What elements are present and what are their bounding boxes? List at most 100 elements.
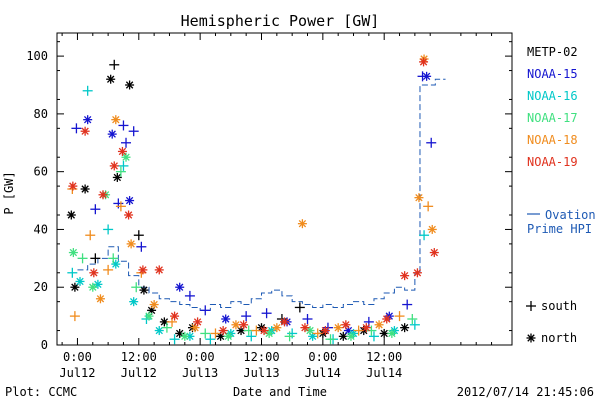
- data-point: [223, 331, 233, 341]
- data-point: [67, 267, 78, 278]
- y-tick-label: 20: [34, 280, 48, 294]
- data-point: [353, 325, 364, 336]
- star-marker-d2: [181, 332, 189, 341]
- star-marker-d2: [118, 147, 127, 156]
- legend-entry: NOAA-16: [527, 89, 578, 103]
- star-marker-d2: [76, 277, 84, 286]
- data-point: [412, 268, 422, 278]
- star-marker-d2: [224, 332, 232, 341]
- data-point: [82, 85, 93, 96]
- star-marker-d2: [155, 326, 163, 335]
- data-point: [118, 120, 129, 131]
- star-marker-d2: [112, 115, 120, 124]
- data-point: [338, 331, 348, 341]
- legend-marker-label: north: [541, 331, 577, 345]
- data-point: [210, 328, 221, 339]
- data-point: [124, 210, 134, 220]
- data-point: [75, 276, 85, 286]
- data-point: [118, 160, 129, 171]
- star-marker-d2: [375, 321, 383, 329]
- star-marker-d2: [430, 248, 438, 257]
- star-marker-d2: [415, 193, 423, 202]
- data-point: [379, 328, 389, 338]
- x-tick-date-label: Jul13: [182, 366, 218, 380]
- data-point: [115, 201, 126, 212]
- star-marker-d2: [380, 329, 388, 338]
- x-tick-time-label: 12:00: [243, 350, 279, 364]
- star-marker-d2: [400, 271, 409, 280]
- data-point: [361, 323, 371, 333]
- star-marker-d2: [339, 332, 347, 341]
- data-point: [320, 326, 330, 336]
- star-marker-d2: [265, 329, 273, 338]
- y-tick-label: 80: [34, 107, 48, 121]
- star-marker-d2: [67, 211, 76, 219]
- star-marker-d2: [347, 332, 355, 341]
- data-point: [259, 326, 269, 336]
- x-tick-date-label: Jul13: [243, 366, 279, 380]
- data-point: [115, 166, 126, 177]
- legend-marker-symbol: [526, 333, 536, 343]
- data-point: [402, 299, 413, 310]
- x-tick-date-label: Jul12: [59, 366, 95, 380]
- star-marker-d2: [108, 130, 116, 138]
- data-point: [161, 322, 172, 333]
- star-marker-d2: [428, 225, 436, 234]
- star-marker-d2: [219, 326, 227, 335]
- data-point: [175, 282, 185, 292]
- data-point: [221, 314, 231, 324]
- data-point: [77, 253, 88, 264]
- star-marker-d2: [527, 334, 535, 342]
- data-point: [423, 201, 434, 212]
- data-point: [154, 326, 164, 336]
- star-marker-d2: [124, 211, 133, 219]
- data-point: [294, 302, 305, 313]
- data-point: [144, 311, 154, 321]
- data-point: [90, 204, 101, 215]
- star-marker-d2: [193, 318, 202, 326]
- data-point: [83, 115, 93, 125]
- data-point: [103, 224, 114, 235]
- data-point: [394, 311, 405, 322]
- star-marker-d2: [383, 315, 391, 323]
- star-marker-d2: [127, 240, 135, 248]
- y-tick-label: 40: [34, 222, 48, 236]
- data-point: [149, 300, 159, 310]
- legend-entry: NOAA-15: [527, 67, 578, 81]
- legend: METP-02 NOAA-15 NOAA-16 NOAA-17 NOAA-18 NOAA-…: [526, 45, 596, 345]
- data-point: [241, 311, 252, 322]
- star-marker-d2: [110, 162, 118, 170]
- data-point: [218, 326, 228, 336]
- data-point: [128, 126, 139, 137]
- data-point: [429, 248, 439, 258]
- data-point: [341, 320, 351, 330]
- star-marker-d2: [175, 283, 184, 291]
- data-point: [180, 331, 190, 341]
- data-point: [382, 314, 392, 324]
- data-point: [374, 320, 384, 330]
- star-marker-d2: [99, 191, 107, 199]
- star-marker-d2: [69, 182, 77, 190]
- data-point: [125, 196, 135, 206]
- data-point: [400, 323, 410, 333]
- star-marker-d2: [280, 318, 289, 326]
- star-marker-d2: [129, 297, 138, 306]
- star-marker-d2: [260, 326, 268, 335]
- data-point: [184, 290, 195, 301]
- star-marker-d2: [175, 329, 184, 338]
- y-tick-label: 0: [41, 338, 48, 352]
- data-point: [305, 326, 315, 336]
- data-point: [88, 282, 98, 292]
- x-axis-label: Date and Time: [233, 385, 327, 399]
- data-point: [200, 305, 211, 316]
- data-point: [414, 193, 424, 203]
- data-point: [98, 190, 108, 200]
- data-point: [419, 230, 430, 241]
- data-point: [95, 294, 105, 304]
- data-point: [109, 161, 119, 171]
- x-tick-time-label: 12:00: [121, 350, 157, 364]
- data-point: [71, 123, 82, 134]
- data-point: [121, 137, 132, 148]
- legend-entry: NOAA-17: [527, 111, 578, 125]
